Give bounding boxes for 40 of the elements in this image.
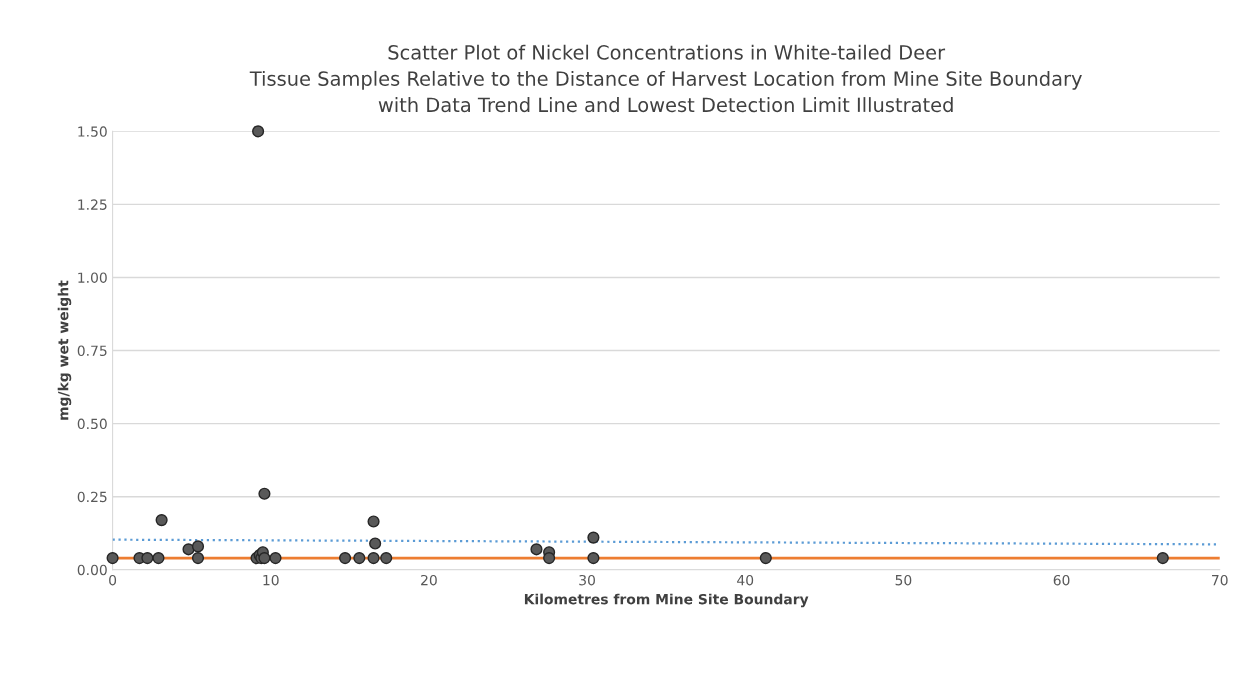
point bbox=[339, 552, 352, 565]
x-tick-label: 20 bbox=[421, 574, 437, 586]
x-tick-label: 60 bbox=[1053, 574, 1070, 586]
point bbox=[380, 552, 393, 565]
y-tick-label: 1.50 bbox=[78, 126, 107, 137]
point bbox=[141, 552, 154, 565]
point bbox=[258, 487, 271, 500]
y-tick-label: 0.75 bbox=[77, 345, 107, 357]
x-tick-label: 70 bbox=[1212, 574, 1228, 586]
y-tick-label: 1.25 bbox=[78, 199, 107, 210]
point bbox=[367, 515, 380, 528]
y-tick-label: 0.25 bbox=[77, 491, 107, 503]
point bbox=[152, 552, 165, 565]
point bbox=[543, 552, 556, 565]
point bbox=[587, 552, 600, 565]
point bbox=[587, 531, 600, 544]
x-tick-label: 0 bbox=[109, 574, 117, 586]
y-tick-label: 0.50 bbox=[77, 418, 107, 430]
x-tick-label: 10 bbox=[263, 574, 279, 586]
point bbox=[759, 552, 772, 565]
point bbox=[155, 514, 168, 527]
point bbox=[369, 537, 382, 550]
x-tick-label: 40 bbox=[737, 574, 754, 586]
point bbox=[191, 540, 205, 553]
x-axis-title: Kilometres from Mine Site Boundary bbox=[524, 593, 809, 608]
point bbox=[106, 552, 119, 565]
point bbox=[530, 543, 543, 556]
point bbox=[353, 552, 366, 565]
point bbox=[252, 125, 265, 138]
point bbox=[367, 552, 380, 565]
point bbox=[191, 552, 205, 565]
x-tick-label: 30 bbox=[579, 574, 595, 586]
point bbox=[1156, 552, 1169, 565]
y-axis-title: mg/kg wet weight bbox=[57, 280, 72, 420]
point bbox=[182, 543, 195, 556]
point bbox=[269, 552, 282, 565]
y-tick-label: 1.00 bbox=[78, 272, 107, 283]
y-tick-label: 0.00 bbox=[77, 564, 107, 576]
x-tick-label: 50 bbox=[895, 574, 912, 586]
chart-title: Scatter Plot of Nickel Concentrations in White-tailed Deer Tissue Samples Relative to the Distance of Harvest Location from Mine Site Boundary with Data Trend Line and Lowest Detection Limit Illustrated bbox=[249, 44, 1082, 113]
